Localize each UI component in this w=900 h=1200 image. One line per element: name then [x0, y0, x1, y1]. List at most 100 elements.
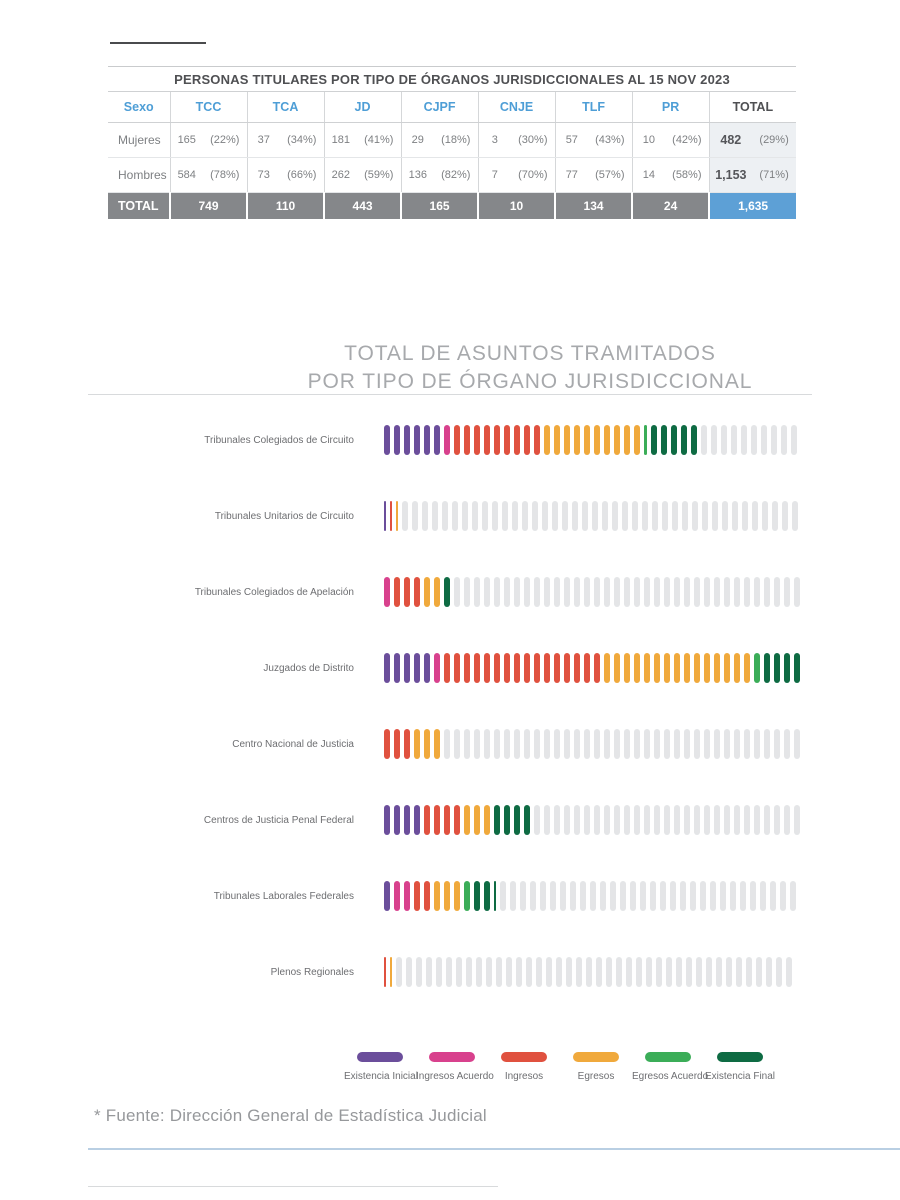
pill-track [384, 501, 802, 531]
pill-empty [761, 425, 767, 455]
pill-empty [724, 729, 730, 759]
chart-row-label: Plenos Regionales [270, 966, 354, 978]
chart-row-label: Tribunales Colegiados de Circuito [204, 434, 354, 446]
pill-empty [462, 501, 468, 531]
pill-segment [404, 653, 410, 683]
pill-empty [514, 577, 520, 607]
col-header-cnje: CNJE [477, 91, 556, 123]
pictogram-chart: Tribunales Colegiados de Circuito Tribuna… [0, 402, 900, 1010]
pill-segment [404, 425, 410, 455]
pill-empty [476, 957, 482, 987]
chart-row: Tribunales Colegiados de Apelación [0, 554, 900, 630]
pill-empty [484, 577, 490, 607]
pill-segment [424, 805, 430, 835]
pill-segment [661, 425, 667, 455]
pill-empty [584, 729, 590, 759]
pill-segment-sliver [390, 501, 392, 531]
table-total-row: TOTAL 749 110 443 165 10 134 24 1,635 [108, 192, 797, 219]
pill-empty [504, 577, 510, 607]
pill-segment [604, 653, 610, 683]
pill-segment [494, 805, 500, 835]
pill-empty [594, 577, 600, 607]
pill-segment [714, 653, 720, 683]
pill-track [384, 881, 800, 911]
pill-segment [554, 425, 560, 455]
pill-empty [626, 957, 632, 987]
pill-empty [534, 729, 540, 759]
pill-empty [741, 425, 747, 455]
pill-empty [652, 501, 658, 531]
pill-segment [724, 653, 730, 683]
pill-empty [574, 729, 580, 759]
pill-segment [624, 653, 630, 683]
pill-empty [680, 881, 686, 911]
cell-count: 262 [323, 157, 358, 193]
chart-row-label: Centros de Justicia Penal Federal [203, 814, 354, 826]
legend-swatch [645, 1052, 691, 1062]
pill-empty [740, 881, 746, 911]
col-header-jd: JD [323, 91, 402, 123]
pill-empty [794, 805, 800, 835]
pill-empty [731, 425, 737, 455]
pill-empty [614, 577, 620, 607]
pill-segment [594, 425, 600, 455]
total-cell: 443 [323, 192, 402, 219]
pill-empty [544, 805, 550, 835]
pill-empty [572, 501, 578, 531]
pill-empty [654, 805, 660, 835]
pill-segment-sliver [396, 501, 398, 531]
pill-segment [474, 425, 480, 455]
pill-empty [784, 577, 790, 607]
pill-empty [694, 805, 700, 835]
pill-empty [634, 805, 640, 835]
pill-empty [624, 805, 630, 835]
pill-empty [500, 881, 506, 911]
col-header-pr: PR [631, 91, 710, 123]
pill-empty [486, 957, 492, 987]
pill-empty [444, 729, 450, 759]
pill-empty [584, 577, 590, 607]
table-body: Mujeres 165 (22%) 37 (34%) 181 (41%) 29 (18%) 3 (3… [108, 122, 797, 219]
pill-segment [544, 425, 550, 455]
pill-empty [566, 957, 572, 987]
pill-empty [770, 881, 776, 911]
pill-empty [656, 957, 662, 987]
persons-table-section: PERSONAS TITULARES POR TIPO DE ÓRGANOS J… [108, 66, 797, 219]
pill-segment [414, 577, 420, 607]
pill-empty [622, 501, 628, 531]
chart-row-label: Juzgados de Distrito [263, 662, 354, 674]
pill-track [384, 577, 804, 607]
cell-total-percent: (29%) [752, 122, 797, 158]
legend-item: Egresos Acuerdo [632, 1052, 708, 1082]
pill-empty [791, 425, 797, 455]
pill-empty [716, 957, 722, 987]
pill-empty [752, 501, 758, 531]
total-cell: 10 [477, 192, 556, 219]
top-left-rule [110, 42, 206, 44]
pill-empty [564, 729, 570, 759]
pill-segment [464, 425, 470, 455]
pill-empty [774, 577, 780, 607]
pill-empty [790, 881, 796, 911]
pill-segment [484, 805, 490, 835]
pill-empty [732, 501, 738, 531]
pill-empty [734, 805, 740, 835]
pill-empty [632, 501, 638, 531]
pill-empty [771, 425, 777, 455]
pill-empty [674, 729, 680, 759]
cell-count: 3 [477, 122, 512, 158]
pill-segment [394, 729, 400, 759]
pill-empty [602, 501, 608, 531]
pill-empty [466, 957, 472, 987]
pill-empty [406, 957, 412, 987]
table-header-row: Sexo TCC TCA JD CJPF CNJE TLF PR TOTAL [108, 91, 797, 123]
pill-segment [524, 805, 530, 835]
pill-empty [396, 957, 402, 987]
pill-empty [744, 805, 750, 835]
cell-count: 77 [554, 157, 589, 193]
pill-empty [442, 501, 448, 531]
pill-empty [630, 881, 636, 911]
pill-empty [724, 577, 730, 607]
chart-row: Tribunales Unitarios de Circuito [0, 478, 900, 554]
